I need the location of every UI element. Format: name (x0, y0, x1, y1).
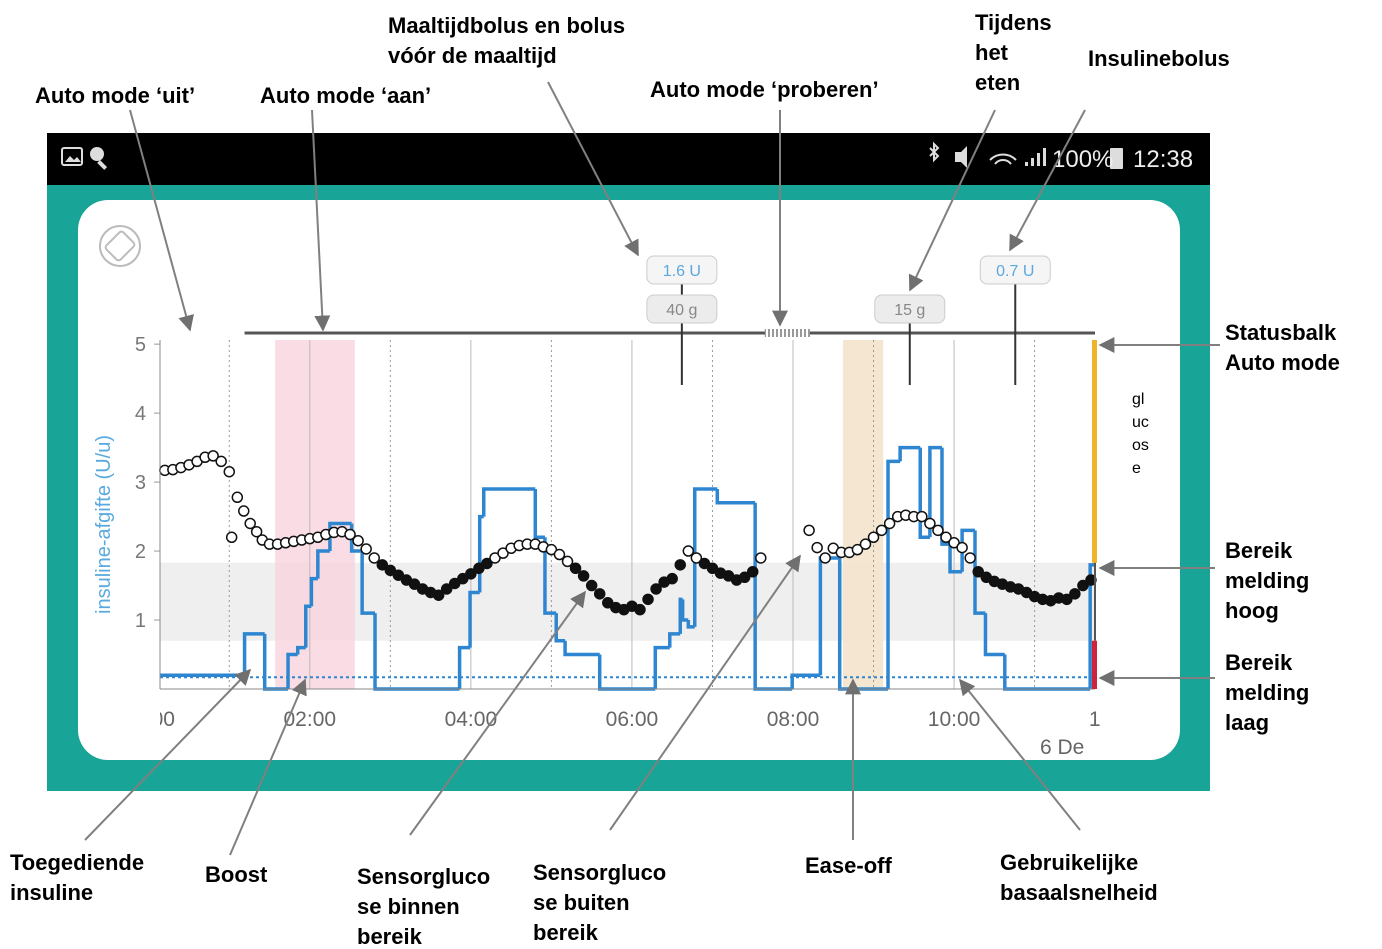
screenshot: 100% 12:38 00:0002:0004:0006:0008:0010:0… (0, 0, 1382, 949)
glucose-in-range (643, 594, 653, 604)
annotation-label: Insulinebolus (1088, 46, 1230, 71)
y-tick-label: 4 (135, 403, 146, 425)
bolus-carbs: 40 g (666, 302, 697, 319)
annotation-label: hoog (1225, 598, 1279, 623)
glucose-out-of-range (353, 536, 363, 546)
glucose-in-range (579, 571, 589, 581)
high-alert-bar (1092, 340, 1097, 563)
annotation-label: melding (1225, 680, 1309, 705)
annotation-label: vóór de maaltijd (388, 43, 557, 68)
bolus-insulin: 1.6 U (663, 263, 701, 280)
annotation-label: se buiten (533, 890, 630, 915)
glucose-out-of-range (239, 506, 249, 516)
glucose-in-range (587, 581, 597, 591)
x-tick-label: 10:00 (928, 708, 981, 731)
bolus-carbs: 15 g (894, 302, 925, 319)
annotation-label: melding (1225, 568, 1309, 593)
glucose-out-of-range (227, 532, 237, 542)
status-bar (47, 133, 1210, 185)
glucose-out-of-range (216, 456, 226, 466)
bolus-insulin: 0.7 U (996, 263, 1034, 280)
battery-text: 100% (1052, 146, 1113, 173)
glucose-out-of-range (232, 492, 242, 502)
boost-band (275, 340, 355, 689)
x-tick-label: 06:00 (606, 708, 659, 731)
annotation-label: laag (1225, 710, 1269, 735)
annotation-label: Statusbalk (1225, 320, 1337, 345)
glucose-in-range (667, 574, 677, 584)
x-tick-label: 08:00 (767, 708, 820, 731)
annotation-label: Bereik (1225, 650, 1293, 675)
glucose-out-of-range (957, 543, 967, 553)
y-tick-label: 3 (135, 472, 146, 494)
glucose-in-range (635, 605, 645, 615)
annotation-label: basaalsnelheid (1000, 880, 1158, 905)
clock: 12:38 (1133, 146, 1193, 173)
annotation-label: insuline (10, 880, 93, 905)
annotation-label: Tijdens (975, 10, 1052, 35)
annotation-label: Auto mode ‘uit’ (35, 83, 195, 108)
annotation-label: het (975, 40, 1009, 65)
annotation-label: Toegediende (10, 850, 144, 875)
glucose-in-range (675, 560, 685, 570)
glucose-out-of-range (804, 525, 814, 535)
glucose-out-of-range (756, 553, 766, 563)
annotation-label: Ease-off (805, 853, 892, 878)
annotation-label: se binnen (357, 894, 460, 919)
glucose-in-range (748, 567, 758, 577)
glucose-out-of-range (361, 544, 371, 554)
y-tick-label: 1 (135, 610, 146, 632)
glucose-out-of-range (224, 467, 234, 477)
glucose-out-of-range (812, 543, 822, 553)
range-bar (1094, 563, 1096, 641)
annotation-label: Bereik (1225, 538, 1293, 563)
ease-off-band (843, 340, 883, 689)
annotation-label: eten (975, 70, 1020, 95)
annotation-label: Auto mode (1225, 350, 1340, 375)
annotation-label: Sensorgluco (533, 860, 666, 885)
y-tick-label: 2 (135, 541, 146, 563)
x-tick-label: 04:00 (445, 708, 498, 731)
page: 100% 12:38 00:0002:0004:0006:0008:0010:0… (0, 0, 1382, 949)
annotation-label: Maaltijdbolus en bolus (388, 13, 625, 38)
annotation-label: Auto mode ‘proberen’ (650, 77, 879, 102)
glucose-in-range (595, 589, 605, 599)
glucose-out-of-range (820, 553, 830, 563)
low-alert-bar (1092, 641, 1097, 689)
glucose-in-range (571, 563, 581, 573)
glucose-label: glucose (1132, 388, 1152, 480)
y-tick-label: 5 (135, 334, 146, 356)
annotation-label: Gebruikelijke (1000, 850, 1138, 875)
annotation-label: Boost (205, 862, 268, 887)
auto-mode-try (765, 329, 810, 337)
annotation-label: Auto mode ‘aan’ (260, 83, 431, 108)
annotation-label: bereik (357, 924, 423, 949)
date-label: 6 De (1040, 736, 1084, 759)
annotation-label: Sensorgluco (357, 864, 490, 889)
y-axis-title: insuline-afgifte (U/u) (93, 435, 115, 614)
glucose-out-of-range (965, 553, 975, 563)
annotation-label: bereik (533, 920, 599, 945)
glucose-in-range (1070, 589, 1080, 599)
